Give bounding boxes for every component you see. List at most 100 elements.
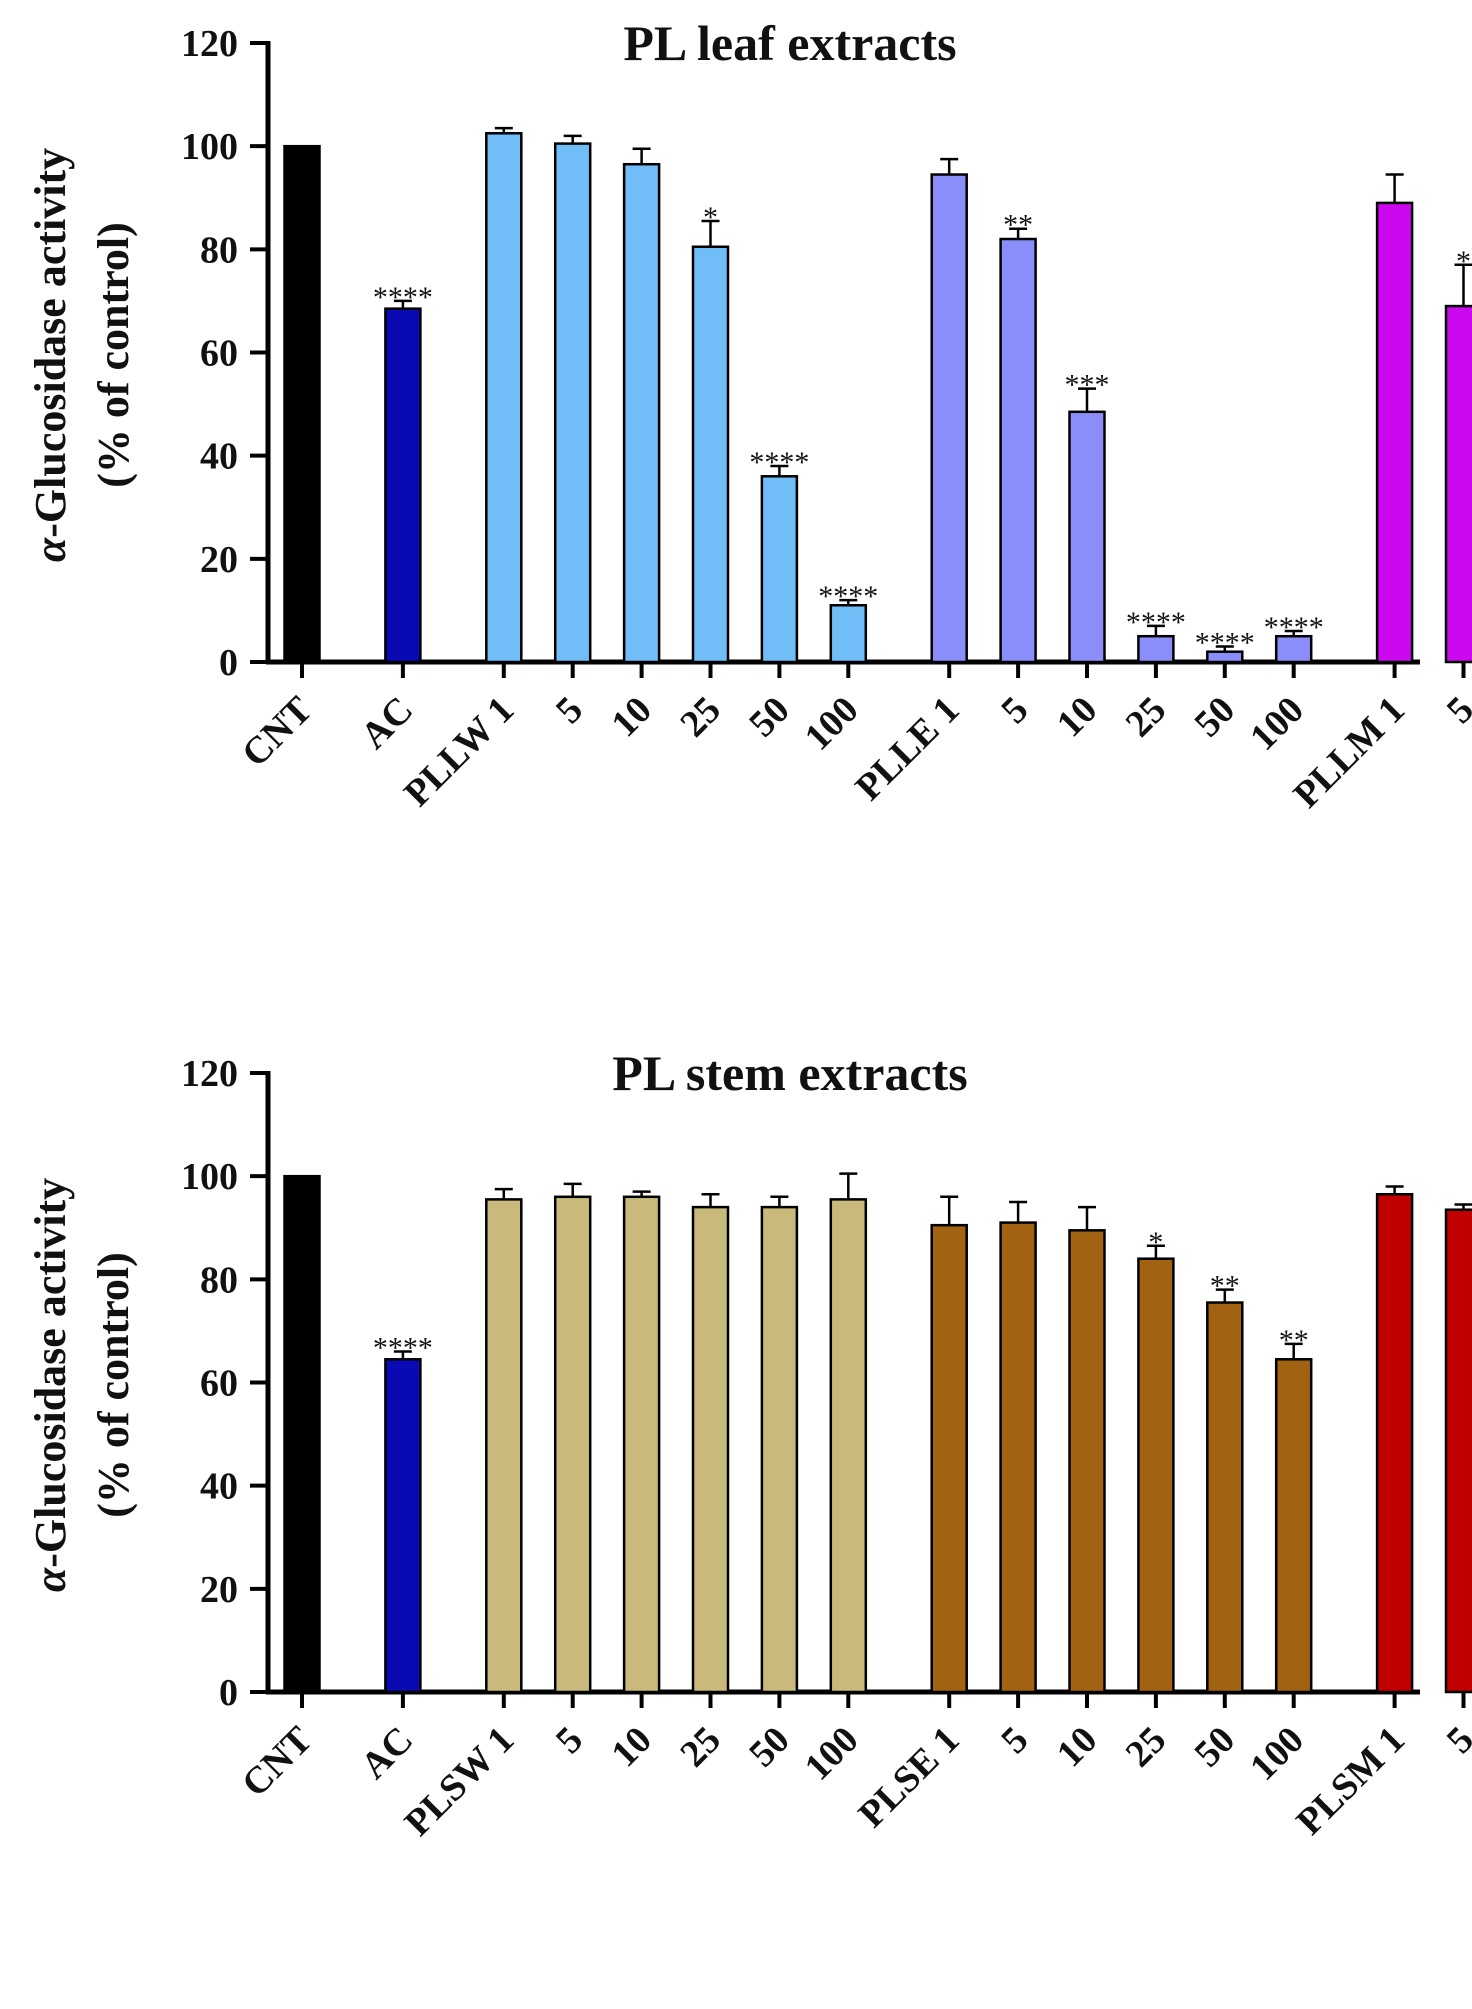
y-tick-label: 20 bbox=[200, 1569, 238, 1611]
y-axis-label-line2: (% of control) bbox=[89, 222, 138, 488]
category-label: CNT bbox=[234, 689, 320, 775]
significance-label: ** bbox=[1210, 1270, 1240, 1303]
significance-label: **** bbox=[749, 446, 809, 479]
significance-label: * bbox=[703, 201, 718, 234]
bar bbox=[553, 1195, 592, 1694]
bar bbox=[1068, 410, 1106, 664]
category-label: 25 bbox=[672, 689, 729, 746]
significance-label: **** bbox=[1264, 611, 1324, 644]
bar bbox=[283, 144, 321, 664]
stem-extracts-chart: PL stem extracts α-Glucosidase activity (%… bbox=[0, 1030, 1472, 2009]
bar bbox=[760, 1205, 799, 1694]
bar bbox=[485, 1198, 523, 1694]
y-tick-label: 40 bbox=[200, 1466, 238, 1508]
y-tick-label: 60 bbox=[200, 333, 238, 375]
bar bbox=[930, 173, 968, 664]
significance-label: **** bbox=[1126, 606, 1186, 639]
bar bbox=[829, 604, 868, 664]
category-label: 5 bbox=[1439, 689, 1472, 732]
category-label: 100 bbox=[1242, 689, 1312, 759]
y-axis-label-text: -Glucosidase activity bbox=[26, 1178, 75, 1568]
category-label: 5 bbox=[1439, 1719, 1472, 1762]
significance-label: **** bbox=[373, 1332, 433, 1365]
significance-label: ** bbox=[1003, 209, 1033, 242]
chart-title: PL stem extracts bbox=[612, 1045, 967, 1101]
category-label: 25 bbox=[1118, 1719, 1175, 1776]
significance-label: ** bbox=[1279, 1324, 1309, 1357]
bar bbox=[1444, 304, 1472, 664]
bar bbox=[1274, 1358, 1313, 1694]
bar bbox=[691, 1205, 730, 1694]
bar bbox=[1137, 1257, 1175, 1694]
category-label: 100 bbox=[1242, 1719, 1312, 1789]
y-tick-label: 100 bbox=[181, 126, 238, 168]
category-label: 100 bbox=[797, 689, 867, 759]
y-tick-label: 0 bbox=[219, 642, 238, 684]
significance-label: **** bbox=[373, 281, 433, 314]
category-label: 5 bbox=[548, 1719, 591, 1762]
bar bbox=[553, 142, 592, 664]
bar bbox=[1444, 1208, 1472, 1694]
y-axis-label-alpha: α bbox=[26, 537, 75, 562]
y-tick-label: 60 bbox=[200, 1363, 238, 1405]
category-label: 50 bbox=[741, 689, 798, 746]
y-tick-label: 120 bbox=[181, 23, 238, 65]
y-tick-label: 20 bbox=[200, 539, 238, 581]
category-label: 10 bbox=[603, 1719, 660, 1776]
category-label: 50 bbox=[1187, 689, 1244, 746]
stem-extracts-chart-svg: PL stem extracts α-Glucosidase activity (%… bbox=[26, 1045, 1472, 1845]
y-axis-label-text: -Glucosidase activity bbox=[26, 148, 75, 538]
category-label: 5 bbox=[993, 689, 1036, 732]
bar bbox=[999, 1221, 1037, 1694]
y-tick-label: 100 bbox=[181, 1156, 238, 1198]
significance-label: **** bbox=[818, 580, 878, 613]
bar bbox=[622, 1195, 661, 1694]
chart-title: PL leaf extracts bbox=[623, 15, 956, 71]
category-label: PLLM 1 bbox=[1285, 689, 1412, 816]
bar bbox=[384, 307, 422, 664]
category-label: 100 bbox=[797, 1719, 867, 1789]
bar bbox=[1206, 1301, 1244, 1694]
category-label: 10 bbox=[1049, 1719, 1106, 1776]
category-label: AC bbox=[353, 1719, 422, 1788]
bar bbox=[622, 162, 661, 664]
bar bbox=[930, 1223, 968, 1694]
category-label: 50 bbox=[741, 1719, 798, 1776]
y-axis-label-alpha: α bbox=[26, 1567, 75, 1592]
category-label: 10 bbox=[603, 689, 660, 746]
y-tick-label: 40 bbox=[200, 436, 238, 478]
category-label: CNT bbox=[234, 1719, 320, 1805]
bar bbox=[485, 132, 523, 664]
bar bbox=[1068, 1229, 1106, 1694]
category-label: 5 bbox=[548, 689, 591, 732]
leaf-extracts-chart-svg: PL leaf extracts α-Glucosidase activity (%… bbox=[26, 15, 1472, 816]
leaf-extracts-chart: PL leaf extracts α-Glucosidase activity (%… bbox=[0, 0, 1472, 979]
y-tick-label: 0 bbox=[219, 1672, 238, 1714]
category-label: PLLW 1 bbox=[396, 689, 522, 815]
y-axis-label-line2: (% of control) bbox=[89, 1252, 138, 1518]
y-tick-label: 120 bbox=[181, 1053, 238, 1095]
category-label: 25 bbox=[672, 1719, 729, 1776]
category-label: PLSW 1 bbox=[397, 1719, 523, 1845]
y-tick-label: 80 bbox=[200, 229, 238, 271]
category-label: 10 bbox=[1049, 689, 1106, 746]
category-label: 25 bbox=[1118, 689, 1175, 746]
bar bbox=[384, 1358, 422, 1694]
y-axis-label-line1: α-Glucosidase activity bbox=[26, 148, 75, 562]
category-label: AC bbox=[353, 689, 422, 758]
bar bbox=[999, 237, 1037, 664]
category-label: PLLE 1 bbox=[848, 689, 968, 809]
bar bbox=[691, 245, 730, 664]
category-label: 50 bbox=[1187, 1719, 1244, 1776]
significance-label: *** bbox=[1065, 369, 1110, 402]
bar bbox=[829, 1198, 868, 1694]
bar bbox=[760, 475, 799, 664]
category-label: PLSM 1 bbox=[1288, 1719, 1412, 1843]
bar bbox=[283, 1174, 321, 1694]
bar bbox=[1375, 1192, 1414, 1694]
significance-label: **** bbox=[1195, 627, 1255, 660]
category-label: PLSE 1 bbox=[851, 1719, 968, 1836]
category-label: 5 bbox=[993, 1719, 1036, 1762]
y-axis-label-line1: α-Glucosidase activity bbox=[26, 1178, 75, 1592]
y-tick-label: 80 bbox=[200, 1259, 238, 1301]
